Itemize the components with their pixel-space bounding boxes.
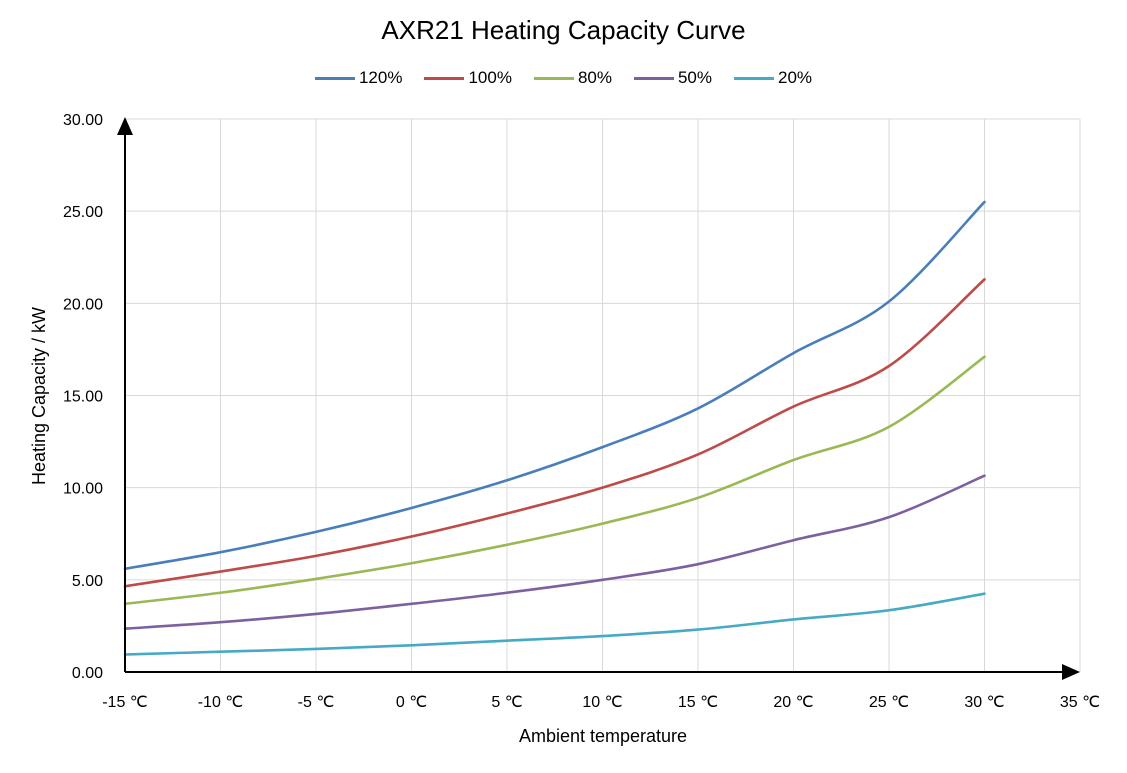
legend-item: 80% [533, 68, 612, 88]
y-tick-label: 25.00 [63, 204, 103, 221]
y-tick-label: 10.00 [63, 481, 103, 498]
x-axis-title: Ambient temperature [519, 726, 687, 746]
series-lines [123, 200, 986, 656]
chart-title: AXR21 Heating Capacity Curve [381, 15, 746, 45]
y-tick-label: 0.00 [72, 665, 103, 682]
y-tick-label: 5.00 [72, 573, 103, 590]
legend-swatch [633, 76, 674, 80]
legend-label: 120% [358, 68, 403, 87]
legend-label: 20% [778, 68, 813, 87]
series-line-100pct [123, 278, 986, 588]
y-tick-label: 20.00 [63, 296, 103, 313]
x-tick-label: 0 ℃ [396, 694, 427, 711]
legend-item: 100% [424, 68, 512, 88]
x-tick-label: 35 ℃ [1060, 694, 1100, 711]
x-tick-labels: -15 ℃ -10 ℃ -5 ℃ 0 ℃ 5 ℃ 10 ℃ 15 ℃ 20 ℃ 25 ℃ 30 ℃… [102, 694, 1100, 711]
legend-swatch [533, 76, 574, 80]
x-tick-label: -15 ℃ [102, 694, 148, 711]
legend-label: 80% [577, 68, 612, 87]
legend-swatch [424, 76, 465, 80]
x-tick-label: -10 ℃ [198, 694, 244, 711]
series-line-80pct [123, 355, 986, 606]
x-axis-arrow [1062, 664, 1080, 680]
y-axis-arrow [117, 117, 133, 135]
legend-item: 50% [633, 68, 712, 88]
legend-label: 100% [468, 68, 512, 87]
series-line-20pct [123, 592, 986, 656]
legend-swatch [314, 76, 355, 80]
legend-label: 50% [677, 68, 712, 87]
y-axis-title: Heating Capacity / kW [29, 307, 49, 485]
x-tick-label: 20 ℃ [773, 694, 813, 711]
x-tick-label: 30 ℃ [964, 694, 1004, 711]
legend-swatch [734, 76, 774, 80]
x-tick-label: -5 ℃ [298, 694, 335, 711]
legend: 120% 100% 80% 50% 20% [0, 68, 1127, 88]
series-line-120pct [123, 200, 986, 571]
legend-item: 20% [734, 68, 812, 88]
legend-item: 120% [314, 68, 403, 88]
y-tick-label: 15.00 [63, 389, 103, 406]
x-tick-label: 25 ℃ [869, 694, 909, 711]
x-tick-label: 15 ℃ [678, 694, 718, 711]
y-tick-label: 30.00 [63, 112, 103, 129]
x-tick-label: 10 ℃ [582, 694, 622, 711]
y-tick-labels: 0.00 5.00 10.00 15.00 20.00 25.00 30.00 [63, 112, 103, 682]
series-line-50pct [123, 474, 986, 630]
x-tick-label: 5 ℃ [491, 694, 522, 711]
axes [117, 117, 1080, 680]
